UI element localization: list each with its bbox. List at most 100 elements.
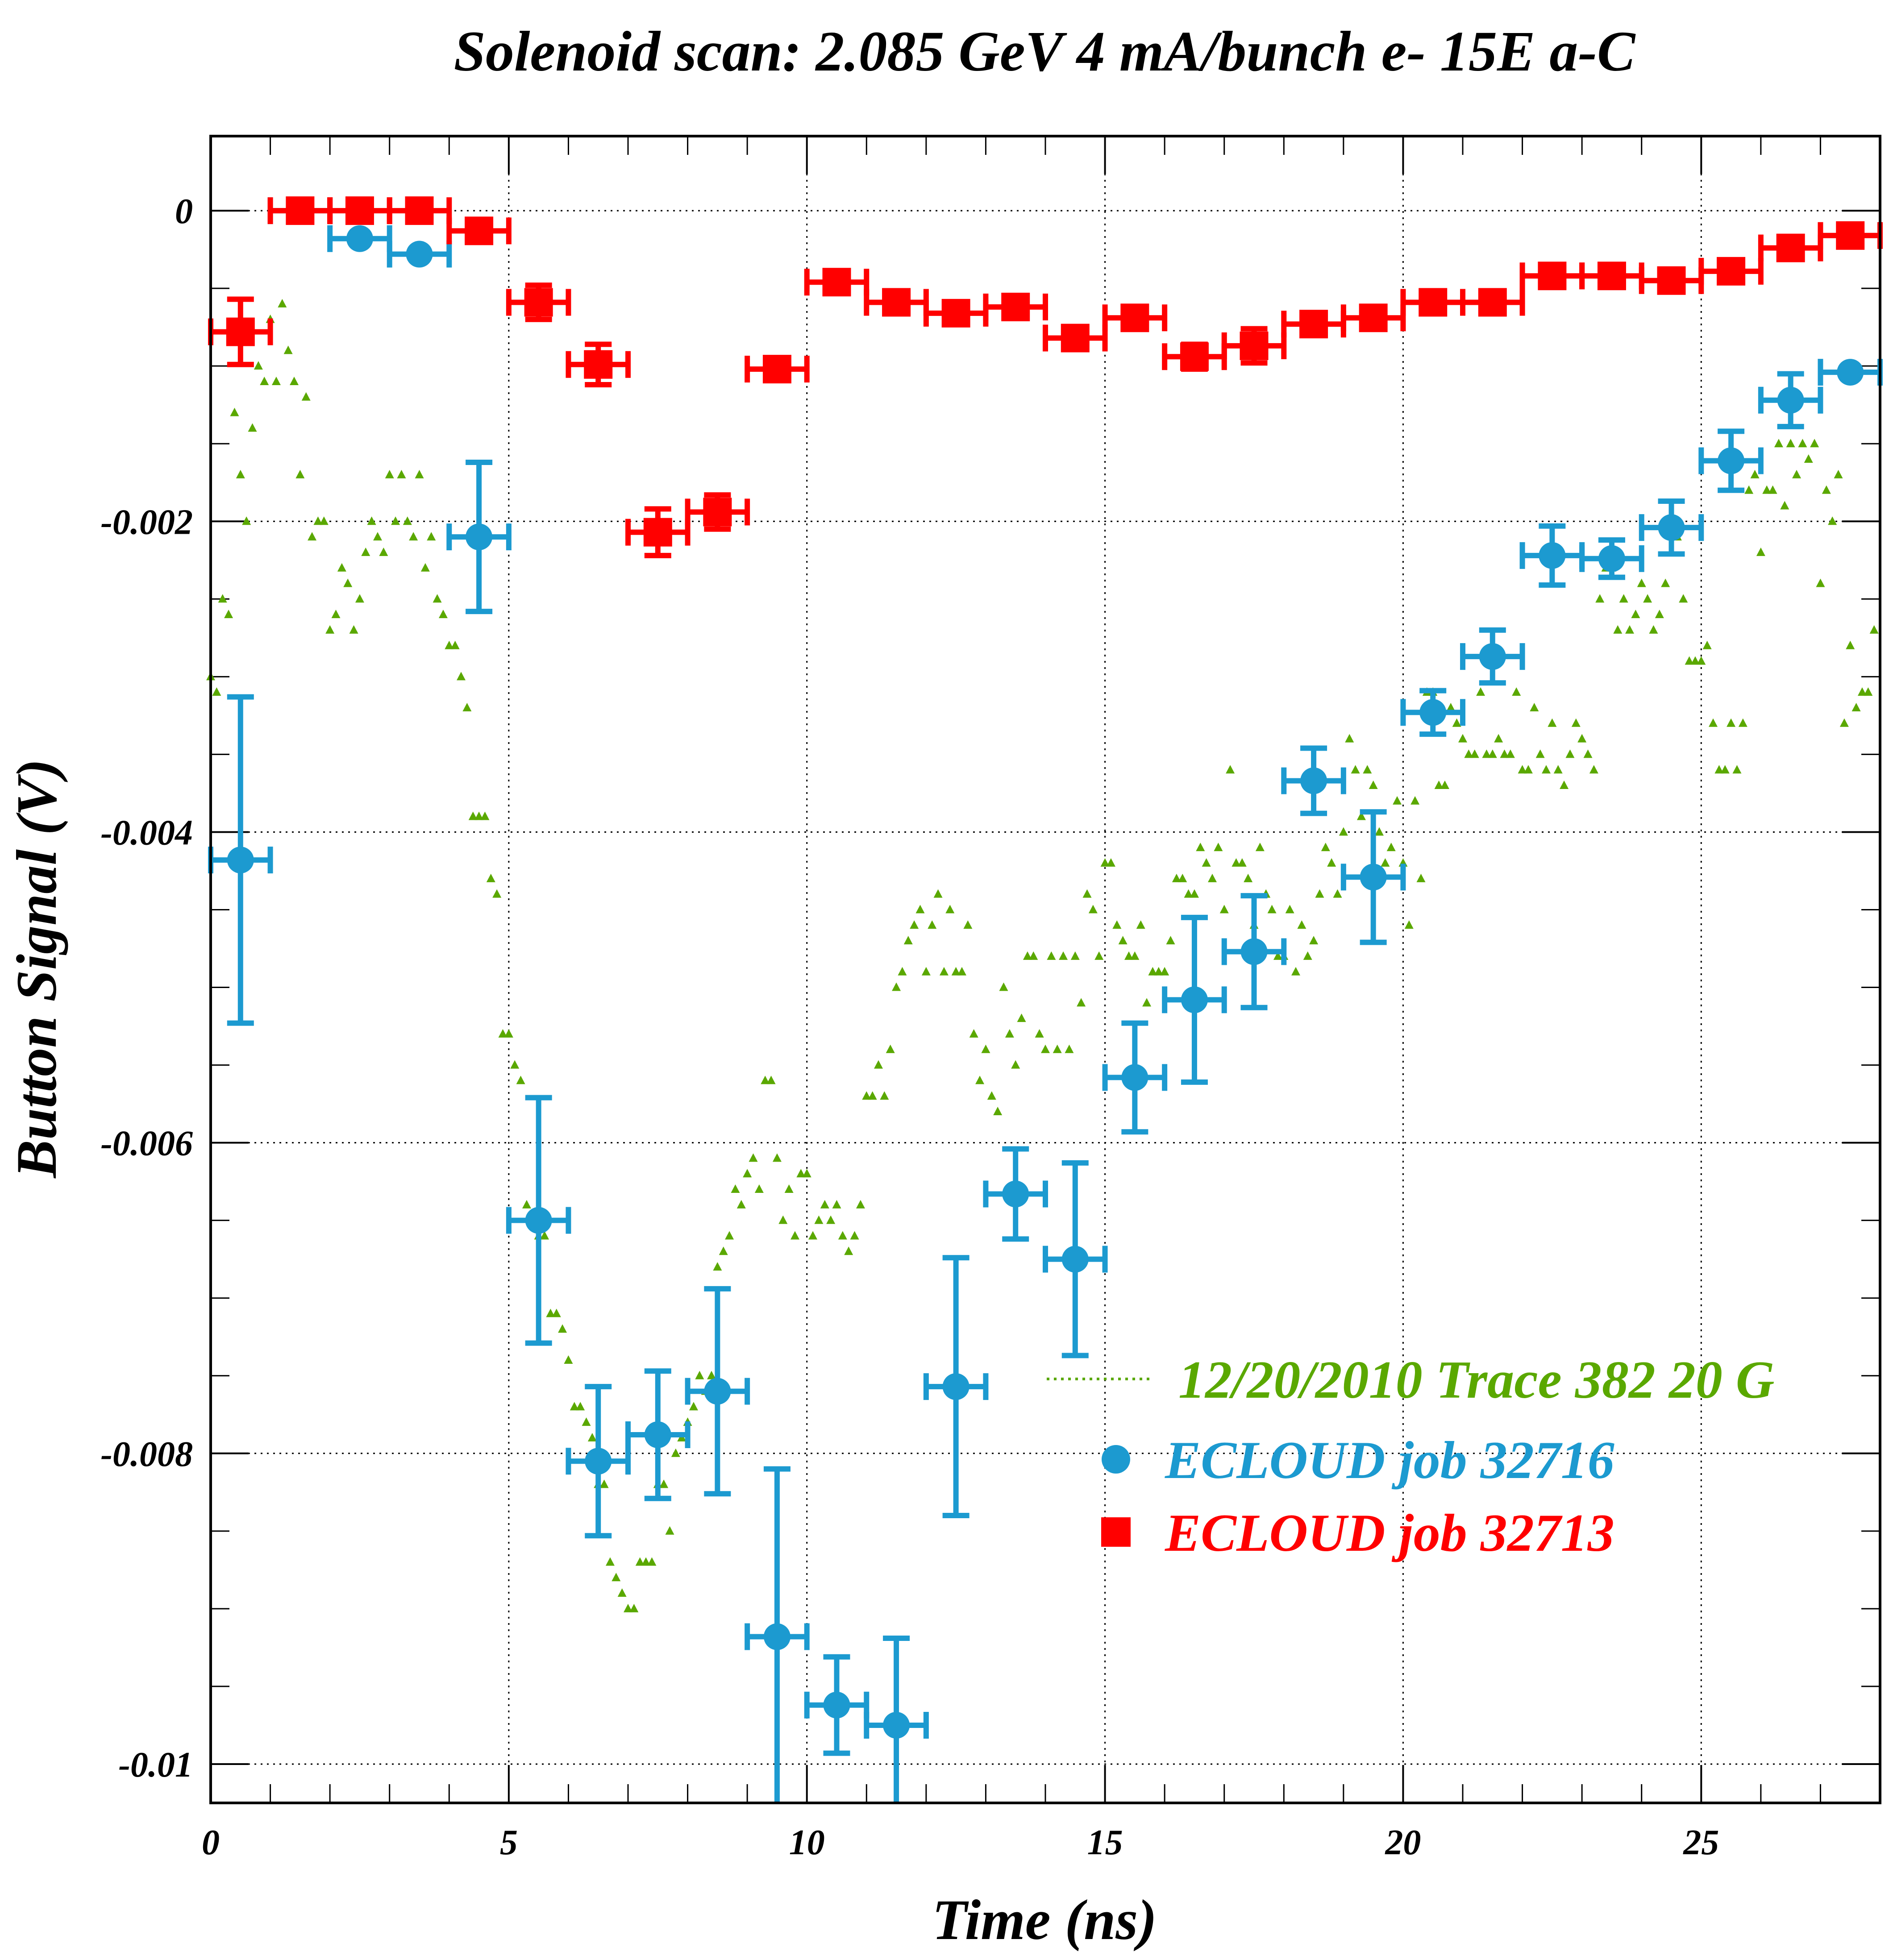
trace-point [1518,765,1527,774]
trace-point [892,982,901,991]
trace-point [725,1231,734,1240]
trace-point [1404,920,1414,929]
trace-point [1291,967,1300,976]
trace-point [1339,827,1348,836]
trace-point [1822,485,1831,494]
trace-point [635,1557,645,1566]
trace-point [1512,687,1521,696]
y-tick-label: -0.002 [100,502,193,542]
trace-point [921,967,931,976]
ecloud-32716-point [1061,1246,1089,1273]
trace-point [826,1215,836,1224]
x-tick-label: 15 [1087,1823,1123,1862]
trace-point [791,1231,799,1240]
trace-point [814,1215,824,1224]
trace-point [695,1370,704,1379]
trace-point [1411,796,1420,805]
y-tick-label: -0.01 [118,1745,193,1785]
trace-point [504,1029,513,1038]
trace-point [743,1169,752,1178]
ecloud-32713-point [1359,303,1388,332]
trace-point [271,376,281,385]
trace-point [838,1231,847,1240]
trace-point [212,687,221,696]
trace-point [516,1076,525,1084]
trace-point [379,547,388,556]
trace-point [224,610,233,619]
trace-point [427,532,436,541]
trace-point [1506,749,1515,758]
trace-point [969,1029,978,1038]
trace-point [415,469,424,478]
trace-point [1542,765,1551,774]
trace-point [552,1308,561,1317]
trace-point [1136,920,1145,929]
trace-point [420,563,430,572]
trace-point [808,1231,818,1240]
ecloud-32716-point [1181,986,1208,1013]
trace-point [1148,967,1157,976]
trace-point [546,1308,555,1317]
trace-point [450,640,460,649]
trace-point [1255,843,1265,851]
trace-point [1625,625,1634,634]
y-tick-label: 0 [175,192,193,231]
trace-point [218,594,227,603]
trace-point [1464,749,1473,758]
ecloud-32713-point [1001,292,1030,321]
trace-point [874,1060,883,1069]
ecloud-32716-point [823,1691,850,1719]
trace-point [1661,578,1670,587]
ecloud-32713-point [1717,257,1746,286]
legend-label-trace-382: 12/20/2010 Trace 382 20 G [1178,1350,1774,1409]
trace-point [403,516,412,525]
trace-point [915,905,925,914]
ecloud-32716-point [1240,938,1268,965]
trace-point [576,1402,585,1411]
trace-point [1130,951,1140,960]
trace-point [1643,594,1652,603]
trace-point [474,811,484,820]
trace-point [1804,454,1813,463]
trace-point [1047,951,1056,960]
trace-point [319,516,329,525]
trace-point [778,1215,788,1224]
trace-point [629,1603,639,1612]
x-tick-label: 25 [1683,1823,1719,1862]
y-axis-label: Button Signal (V) [5,759,68,1179]
trace-point [1333,889,1342,898]
trace-point [1846,640,1855,649]
y-tick-label: -0.008 [100,1435,193,1474]
trace-point [1697,656,1706,665]
ecloud-32713-series [208,196,1883,558]
trace-point [1720,765,1730,774]
trace-point [719,1246,728,1255]
trace-point [295,469,305,478]
trace-point [1124,951,1133,960]
trace-point [1375,827,1384,836]
trace-point [1685,656,1694,665]
trace-point [1440,781,1449,789]
ecloud-32716-point [1002,1180,1029,1208]
ecloud-32716-point [1837,359,1864,386]
trace-point [1727,718,1736,727]
trace-point [236,469,245,478]
trace-point [1285,905,1294,914]
trace-point [766,1076,776,1084]
trace-point [1816,578,1825,587]
trace-point [1118,936,1128,945]
trace-point [1458,734,1467,743]
ecloud-32713-point [584,350,613,379]
trace-point [1035,1029,1044,1038]
trace-point [1583,749,1593,758]
x-axis-label: Time (ns) [932,1888,1157,1952]
trace-point [1792,469,1801,478]
trace-point [1619,594,1628,603]
trace-point [1834,469,1843,478]
trace-point [1613,625,1623,634]
trace-point [1386,843,1396,851]
trace-point [665,1526,674,1535]
trace-point [445,640,454,649]
trace-point [975,1076,985,1084]
trace-point [1780,501,1789,510]
